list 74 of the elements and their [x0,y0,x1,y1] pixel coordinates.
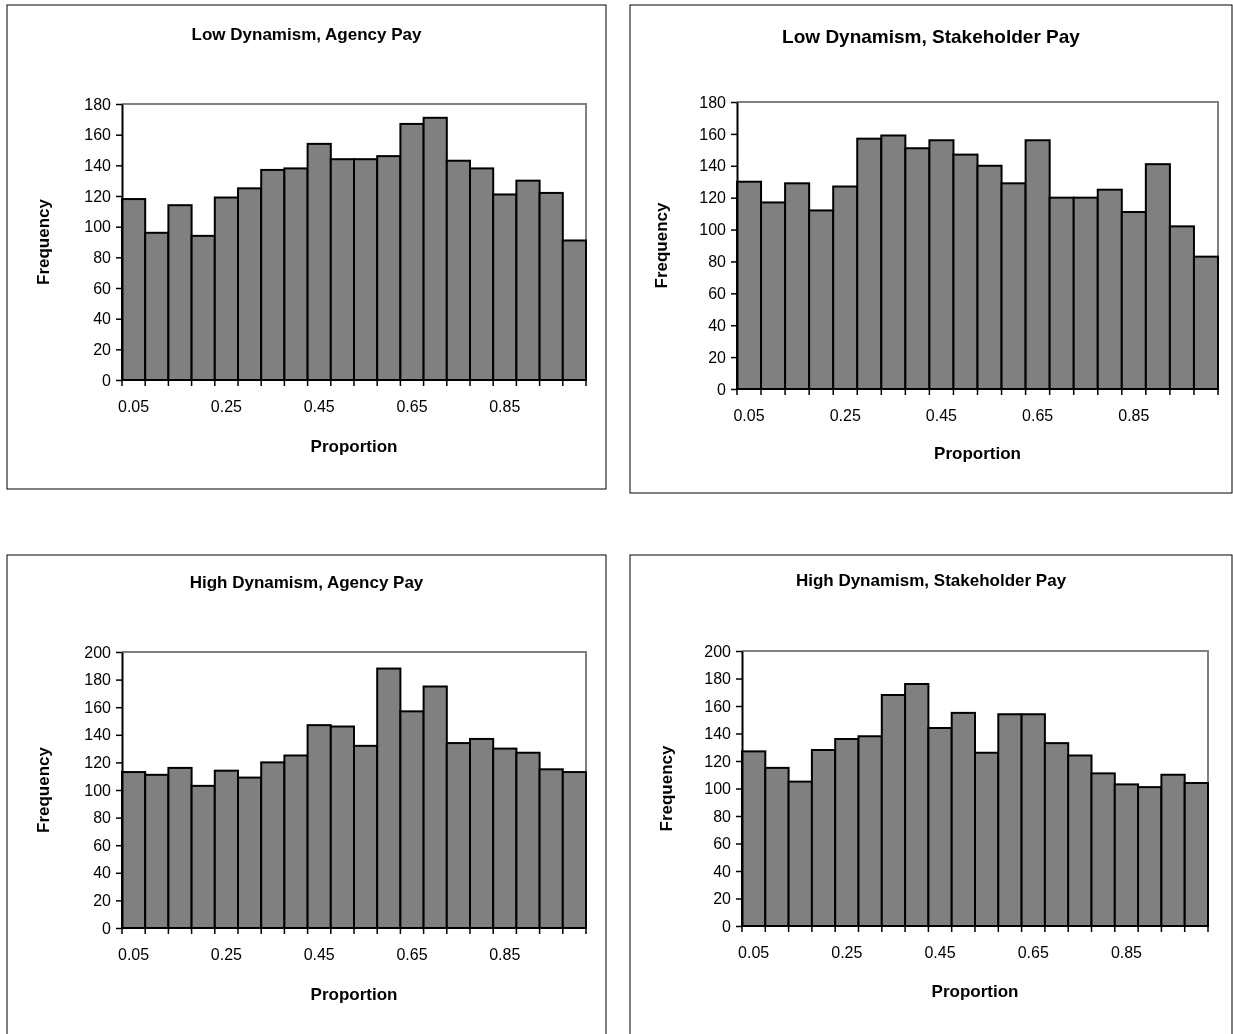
x-tick-label: 0.45 [303,398,335,415]
y-tick-label: 140 [84,156,112,174]
x-tick-label: 0.25 [829,407,861,424]
y-tick-label: 20 [93,892,112,910]
y-tick-label: 60 [93,279,112,297]
x-tick-label: 0.05 [118,398,150,415]
y-tick-label: 200 [704,642,732,660]
chart-title: Low Dynamism, Stakeholder Pay [782,26,1081,48]
x-tick-label: 0.45 [925,407,958,424]
y-axis-title: Frequency [34,746,54,833]
x-tick-label: 0.25 [210,398,243,415]
y-tick-label: 80 [93,248,112,266]
y-tick-label: 160 [699,125,727,143]
x-tick-label: 0.65 [1017,944,1049,961]
y-axis-title: Frequency [657,744,677,832]
y-tick-label: 120 [699,189,727,207]
x-axis-title: Proportion [310,985,398,1005]
y-tick-label: 60 [708,284,727,302]
x-tick-label: 0.25 [831,944,863,961]
x-axis-title: Proportion [931,982,1019,1002]
y-tick-label: 120 [84,187,112,205]
y-tick-label: 180 [699,93,727,111]
x-tick-label: 0.05 [733,407,765,424]
x-tick-label: 0.65 [1022,407,1054,424]
y-tick-label: 40 [708,316,727,334]
x-axis-title: Proportion [310,437,398,457]
y-tick-label: 100 [704,780,732,798]
y-tick-label: 0 [717,380,727,398]
y-tick-label: 180 [84,671,112,689]
y-tick-label: 140 [704,725,732,743]
y-tick-label: 140 [84,726,112,744]
y-tick-label: 120 [704,752,732,770]
y-tick-label: 140 [699,157,727,175]
chart-title: High Dynamism, Agency Pay [189,573,424,593]
y-tick-label: 100 [699,221,727,239]
y-tick-label: 80 [713,807,732,825]
y-tick-label: 60 [713,835,732,853]
y-axis-title: Frequency [652,201,672,289]
y-tick-label: 100 [84,218,112,236]
y-tick-label: 180 [84,95,112,113]
x-tick-label: 0.85 [489,946,521,963]
y-tick-label: 20 [713,890,732,908]
x-axis-title: Proportion [934,444,1021,464]
chart-title: Low Dynamism, Agency Pay [191,25,422,45]
y-tick-label: 120 [84,754,112,772]
x-tick-label: 0.85 [1118,407,1150,424]
y-tick-label: 80 [93,809,112,827]
x-tick-label: 0.45 [924,944,956,961]
x-tick-label: 0.05 [118,946,150,963]
y-tick-label: 200 [84,643,112,661]
y-tick-label: 40 [713,862,732,880]
y-tick-label: 180 [704,670,732,688]
x-tick-label: 0.65 [396,398,428,415]
chart-title: High Dynamism, Stakeholder Pay [795,571,1067,591]
y-axis-title: Frequency [34,198,54,285]
y-tick-label: 0 [722,917,732,935]
x-tick-label: 0.65 [396,946,428,963]
y-tick-label: 40 [93,864,112,882]
y-tick-label: 40 [93,310,112,328]
x-tick-label: 0.85 [489,398,521,415]
y-tick-label: 160 [84,698,112,716]
y-tick-label: 60 [93,836,112,854]
x-tick-label: 0.45 [303,946,335,963]
y-tick-label: 0 [102,371,112,389]
y-tick-label: 0 [102,919,112,937]
x-tick-label: 0.05 [738,944,770,961]
y-tick-label: 100 [84,781,112,799]
x-tick-label: 0.25 [210,946,243,963]
y-tick-label: 160 [704,697,732,715]
x-tick-label: 0.85 [1110,944,1143,961]
y-tick-label: 20 [708,348,727,366]
y-tick-label: 20 [93,340,112,358]
y-tick-label: 80 [708,253,727,271]
y-tick-label: 160 [84,126,112,144]
